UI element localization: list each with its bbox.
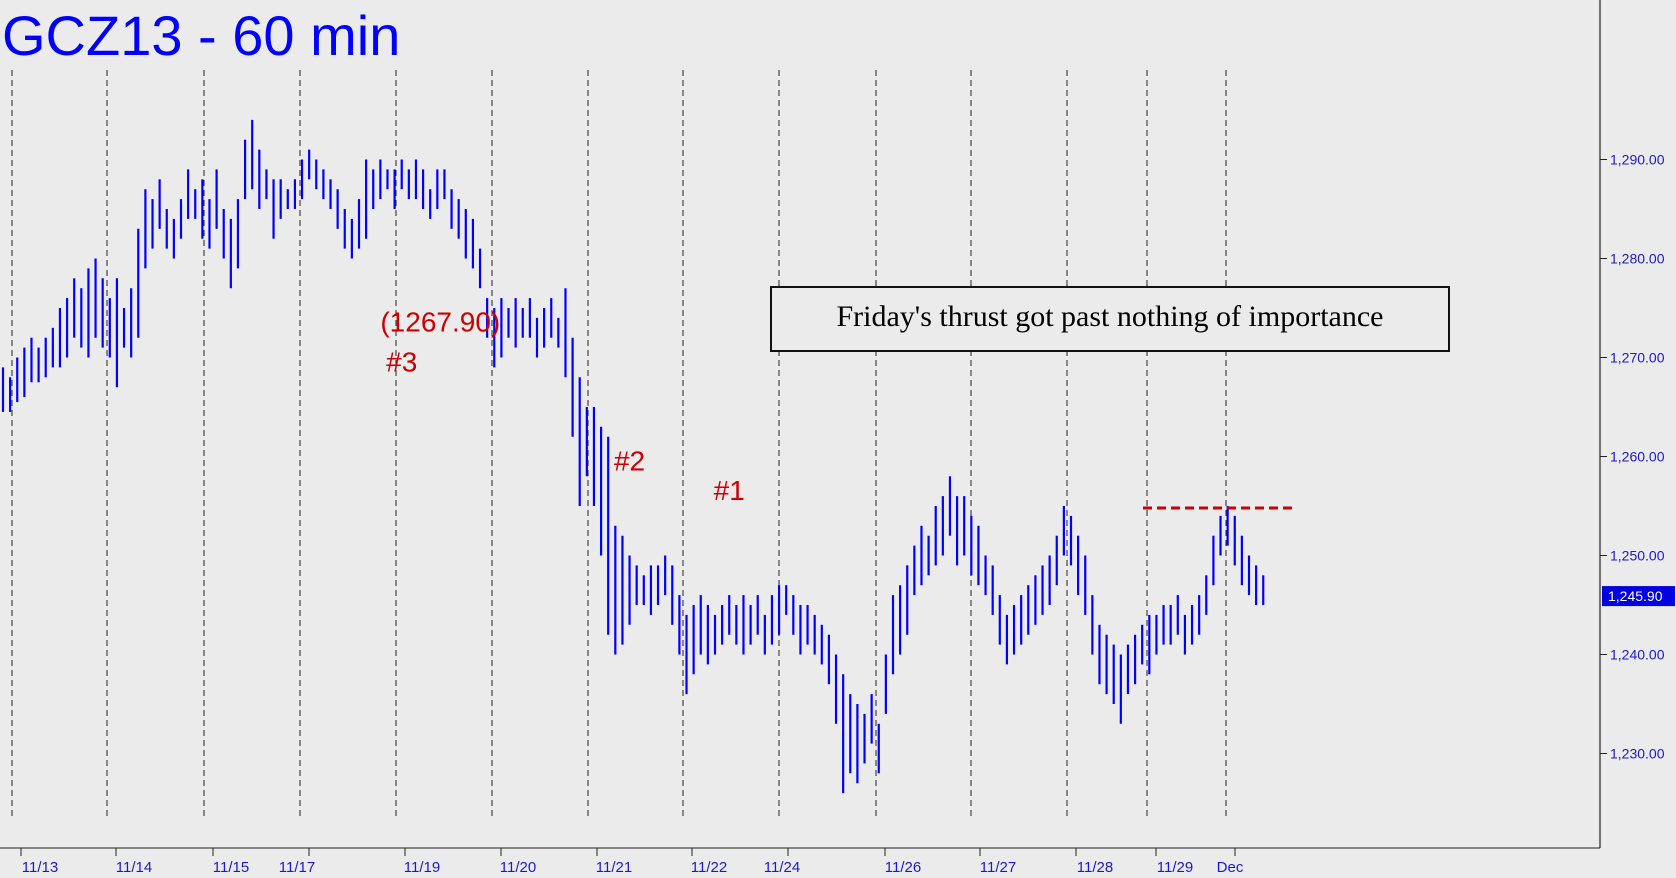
x-tick-label: 11/17 <box>279 859 315 876</box>
price-axis: 1,230.00 1,240.00 1,250.00 1,260.00 1,270.00… <box>1599 0 1675 848</box>
x-tick-label: 11/19 <box>404 859 440 876</box>
x-tick-label: 11/13 <box>22 859 58 876</box>
price-annotation: #2 <box>614 445 645 476</box>
last-price-label: 1,245.90 <box>1608 588 1663 604</box>
price-annotation: (1267.90) <box>380 307 500 338</box>
x-tick-label: 11/22 <box>691 859 727 876</box>
y-tick-label: 1,240.00 <box>1610 647 1665 663</box>
x-tick-label: 11/20 <box>500 859 536 876</box>
price-annotation: #1 <box>714 475 745 506</box>
y-tick-label: 1,230.00 <box>1610 746 1665 762</box>
price-bars <box>1 119 1265 794</box>
vertical-gridlines <box>11 70 1227 820</box>
callout-text: Friday's thrust got past nothing of impo… <box>836 300 1383 333</box>
x-tick-label: 11/14 <box>116 859 152 876</box>
last-price-tag <box>1602 586 1675 607</box>
y-tick-label: 1,290.00 <box>1610 152 1665 168</box>
x-tick-label: 11/24 <box>764 859 800 876</box>
x-tick-label: 11/28 <box>1077 859 1113 876</box>
x-tick-label: 11/27 <box>980 859 1016 876</box>
date-axis: 11/13 11/14 11/15 11/17 11/19 11/20 11/21 11/22… <box>0 847 1600 876</box>
price-annotation: #3 <box>386 346 417 377</box>
y-tick-label: 1,270.00 <box>1610 350 1665 366</box>
x-tick-label: Dec <box>1217 859 1244 876</box>
x-tick-label: 11/29 <box>1157 859 1193 876</box>
y-tick-label: 1,250.00 <box>1610 548 1665 564</box>
callout-frame <box>770 286 1450 352</box>
chart-title: GCZ13 - 60 min <box>2 4 400 67</box>
x-tick-label: 11/21 <box>596 859 632 876</box>
x-tick-label: 11/15 <box>213 859 249 876</box>
y-tick-label: 1,280.00 <box>1610 251 1665 267</box>
annotations: (1267.90) #3 #2 #1 <box>380 307 1295 510</box>
y-tick-label: 1,260.00 <box>1610 449 1665 465</box>
callout-box: Friday's thrust got past nothing of impo… <box>770 286 1450 352</box>
x-tick-label: 11/26 <box>885 859 921 876</box>
